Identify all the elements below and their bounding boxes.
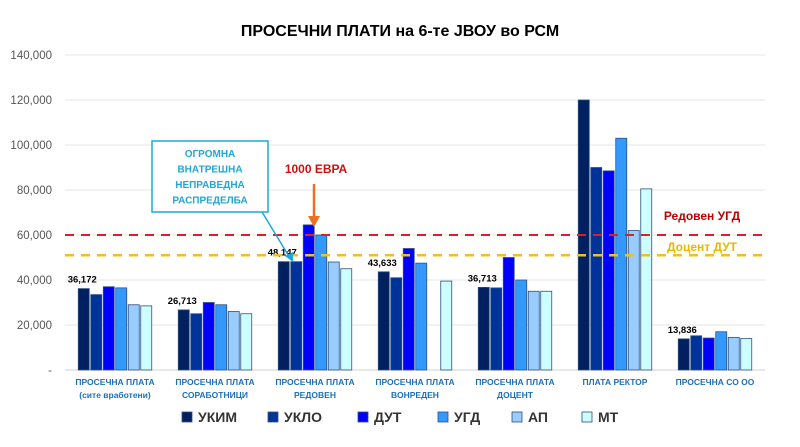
y-tick-label: 20,000 bbox=[17, 320, 52, 332]
callout-text: ВНАТРЕШНА bbox=[177, 165, 242, 176]
legend-label: ДУТ bbox=[374, 409, 402, 425]
bar-МТ bbox=[540, 290, 553, 371]
bar-ДУТ bbox=[502, 257, 515, 371]
x-tick-label: СОРАБОТНИЦИ bbox=[182, 390, 248, 400]
bar-ДУТ bbox=[302, 224, 315, 371]
bar-МТ bbox=[340, 268, 353, 371]
bar-УКИМ bbox=[677, 338, 690, 371]
bar-УКЛО bbox=[290, 261, 303, 371]
legend-swatch-МТ bbox=[581, 411, 593, 423]
x-tick-label: ПРОСЕЧНА ПЛАТА bbox=[75, 377, 154, 387]
x-tick-label: ПРОСЕЧНА ПЛАТА bbox=[175, 377, 254, 387]
bar-УКЛО bbox=[390, 277, 403, 371]
bar-УГД bbox=[515, 279, 528, 371]
bar-ДУТ bbox=[202, 302, 215, 371]
callout-arrowhead bbox=[285, 252, 293, 262]
bar-УКИМ bbox=[277, 261, 290, 371]
legend-swatch-УКЛО bbox=[267, 411, 279, 423]
bar-АП bbox=[227, 311, 240, 371]
x-tick-label: ПРОСЕЧНА ПЛАТА bbox=[475, 377, 554, 387]
y-tick-label: 120,000 bbox=[10, 95, 52, 107]
x-tick-label: ПРОСЕЧНА СО ОО bbox=[676, 377, 755, 387]
y-tick-label: - bbox=[48, 365, 52, 377]
legend-label: АП bbox=[528, 409, 548, 425]
bar-УКИМ bbox=[177, 309, 190, 371]
bar-УКИМ bbox=[377, 271, 390, 371]
legend-swatch-УКИМ bbox=[181, 411, 193, 423]
y-tick-label: 80,000 bbox=[17, 185, 52, 197]
x-tick-label: РЕДОВЕН bbox=[294, 390, 336, 400]
bar-УКЛО bbox=[490, 287, 503, 371]
x-tick-label: ВОНРЕДЕН bbox=[391, 390, 439, 400]
bar-УКЛО bbox=[690, 335, 703, 371]
data-label: 48,147 bbox=[268, 248, 297, 259]
chart-title: ПРОСЕЧНИ ПЛАТИ на 6-те ЈВОУ во РСМ bbox=[241, 23, 559, 40]
y-tick-label: 60,000 bbox=[17, 230, 52, 242]
legend-label: УГД bbox=[454, 409, 480, 425]
bar-МТ bbox=[140, 305, 153, 371]
bar-ДУТ bbox=[602, 170, 615, 371]
bar-ДУТ bbox=[702, 337, 715, 371]
data-label: 26,713 bbox=[168, 296, 197, 307]
reference-line-label: Редовен УГД bbox=[664, 209, 741, 223]
callout-text: ОГРОМНА bbox=[185, 149, 236, 160]
bar-АП bbox=[527, 290, 540, 371]
bar-АП bbox=[727, 336, 740, 371]
legend-swatch-ДУТ bbox=[357, 411, 369, 423]
data-label: 36,172 bbox=[68, 275, 97, 286]
legend-label: УКЛО bbox=[284, 409, 322, 425]
callout-box bbox=[151, 140, 269, 213]
bar-УКЛО bbox=[90, 294, 103, 371]
x-tick-label: ПЛАТА РЕКТОР bbox=[583, 377, 648, 387]
y-tick-label: 140,000 bbox=[10, 50, 52, 62]
bar-АП bbox=[127, 304, 140, 371]
bar-УГД bbox=[115, 287, 128, 371]
callout-text: РАСПРЕДЕЛБА bbox=[172, 196, 247, 207]
data-label: 36,713 bbox=[468, 273, 497, 284]
x-tick-label: (сите вработени) bbox=[79, 390, 151, 400]
x-tick-label: ПРОСЕЧНА ПЛАТА bbox=[375, 377, 454, 387]
data-label: 13,836 bbox=[668, 325, 697, 336]
arrow-down-icon bbox=[308, 216, 320, 227]
bar-УГД bbox=[215, 304, 228, 371]
arrow-label: 1000 ЕВРА bbox=[285, 162, 348, 176]
bar-ДУТ bbox=[102, 286, 115, 371]
legend-label: МТ bbox=[598, 409, 619, 425]
bar-МТ bbox=[740, 338, 753, 371]
bar-АП bbox=[627, 230, 640, 371]
legend-swatch-АП bbox=[511, 411, 523, 423]
x-tick-label: ДОЦЕНТ bbox=[497, 390, 534, 400]
y-tick-label: 100,000 bbox=[10, 140, 52, 152]
bar-УГД bbox=[415, 262, 428, 371]
bar-УГД bbox=[715, 331, 728, 371]
bar-УКИМ bbox=[477, 286, 490, 371]
bar-УКЛО bbox=[590, 167, 603, 371]
y-tick-label: 40,000 bbox=[17, 275, 52, 287]
bar-МТ bbox=[640, 188, 653, 371]
callout-text: НЕПРАВЕДНА bbox=[175, 180, 245, 191]
bar-МТ bbox=[240, 313, 253, 371]
bar-МТ bbox=[440, 280, 453, 371]
legend-swatch-УГД bbox=[437, 411, 449, 423]
bar-УКЛО bbox=[190, 313, 203, 371]
reference-line-label: Доцент ДУТ bbox=[667, 240, 738, 254]
bar-АП bbox=[327, 261, 340, 371]
bar-УКИМ bbox=[77, 288, 90, 371]
legend-label: УКИМ bbox=[198, 409, 237, 425]
x-tick-label: ПРОСЕЧНА ПЛАТА bbox=[275, 377, 354, 387]
bar-ДУТ bbox=[402, 248, 415, 371]
callout-pointer bbox=[261, 211, 291, 259]
data-label: 43,633 bbox=[368, 258, 397, 269]
